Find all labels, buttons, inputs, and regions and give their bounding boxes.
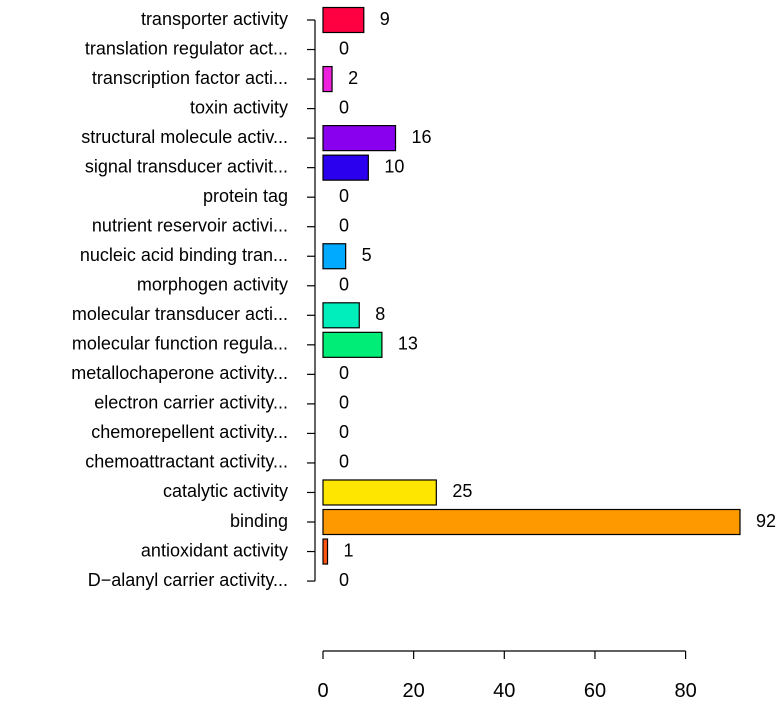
category-label: antioxidant activity <box>141 540 288 560</box>
bar <box>322 508 741 536</box>
data-label: 0 <box>339 393 349 413</box>
data-label: 5 <box>362 245 372 265</box>
bar <box>322 6 365 34</box>
category-label: electron carrier activity... <box>94 393 288 413</box>
bar <box>322 125 397 152</box>
category-label: nutrient reservoir activi... <box>92 215 288 235</box>
tick-label: 80 <box>674 680 696 702</box>
bar <box>322 154 369 181</box>
category-label: structural molecule activ... <box>81 127 288 147</box>
data-label: 0 <box>339 38 349 58</box>
category-label: molecular function regula... <box>72 334 288 354</box>
category-label: molecular transducer acti... <box>72 304 288 324</box>
bar <box>322 65 333 93</box>
data-label: 0 <box>339 452 349 472</box>
tick-label: 40 <box>493 680 515 702</box>
bars-group <box>322 6 741 565</box>
data-label: 0 <box>339 186 349 206</box>
category-label: signal transducer activit... <box>85 156 288 176</box>
data-label: 16 <box>412 127 432 147</box>
value-axis: 0 20 40 60 80 <box>317 650 697 702</box>
category-axis: transporter activity translation regulato… <box>71 9 316 590</box>
bar <box>322 243 347 270</box>
data-label: 0 <box>339 363 349 383</box>
category-label: catalytic activity <box>163 481 288 501</box>
category-label: toxin activity <box>190 97 288 117</box>
data-label: 0 <box>339 570 349 590</box>
bar <box>322 538 329 565</box>
category-label: morphogen activity <box>137 275 288 295</box>
category-label: binding <box>230 511 288 531</box>
bar <box>322 479 437 506</box>
data-label: 1 <box>344 540 354 560</box>
data-label: 0 <box>339 422 349 442</box>
data-label: 13 <box>398 334 418 354</box>
category-label: nucleic acid binding tran... <box>80 245 288 265</box>
category-label: metallochaperone activity... <box>71 363 288 383</box>
tick-label: 0 <box>317 680 328 702</box>
category-label: D−alanyl carrier activity... <box>88 570 288 590</box>
category-label: transporter activity <box>141 9 288 29</box>
category-label: protein tag <box>203 186 288 206</box>
tick-label: 60 <box>584 680 606 702</box>
data-label: 0 <box>339 215 349 235</box>
category-label: chemoattractant activity... <box>85 452 288 472</box>
data-label: 10 <box>384 156 404 176</box>
data-label: 92 <box>756 511 776 531</box>
category-label: transcription factor acti... <box>92 68 288 88</box>
data-label: 25 <box>452 481 472 501</box>
tick-label: 20 <box>403 680 425 702</box>
bar <box>322 302 360 329</box>
data-label: 8 <box>375 304 385 324</box>
category-label: chemorepellent activity... <box>91 422 288 442</box>
data-label: 0 <box>339 97 349 117</box>
bar <box>322 331 383 358</box>
data-label: 2 <box>348 68 358 88</box>
data-label: 0 <box>339 275 349 295</box>
data-label: 9 <box>380 9 390 29</box>
category-label: translation regulator act... <box>85 38 288 58</box>
